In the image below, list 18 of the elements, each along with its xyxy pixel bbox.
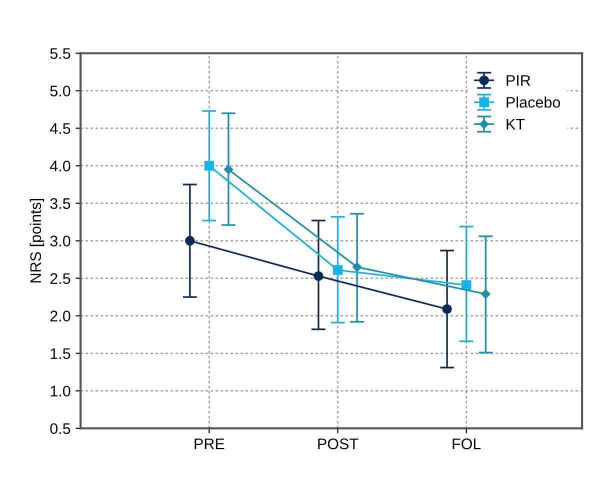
y-tick-label: 2.5	[50, 273, 70, 284]
y-axis-title: NRS [points]	[30, 199, 44, 282]
y-tick-label: 4.5	[50, 123, 70, 134]
legend-label: PIR	[506, 75, 530, 86]
y-tick-label: 3.5	[50, 198, 70, 209]
y-tick-label: 0.5	[50, 423, 70, 434]
x-tick-label: POST	[318, 438, 358, 450]
y-tick-label: 3.0	[50, 236, 70, 246]
y-tick-label: 1.5	[50, 348, 70, 360]
y-tick-label: 2.0	[50, 310, 70, 322]
legend-label: Placebo	[506, 96, 560, 108]
x-tick-label: FOL	[452, 438, 481, 450]
y-tick-label: 1.0	[50, 386, 70, 397]
x-tick-label: PRE	[194, 438, 224, 450]
y-tick-label: 5.0	[50, 86, 70, 96]
y-tick-label: 4.0	[50, 160, 70, 172]
y-tick-label: 5.5	[50, 48, 70, 59]
legend-label: KT	[506, 118, 525, 130]
